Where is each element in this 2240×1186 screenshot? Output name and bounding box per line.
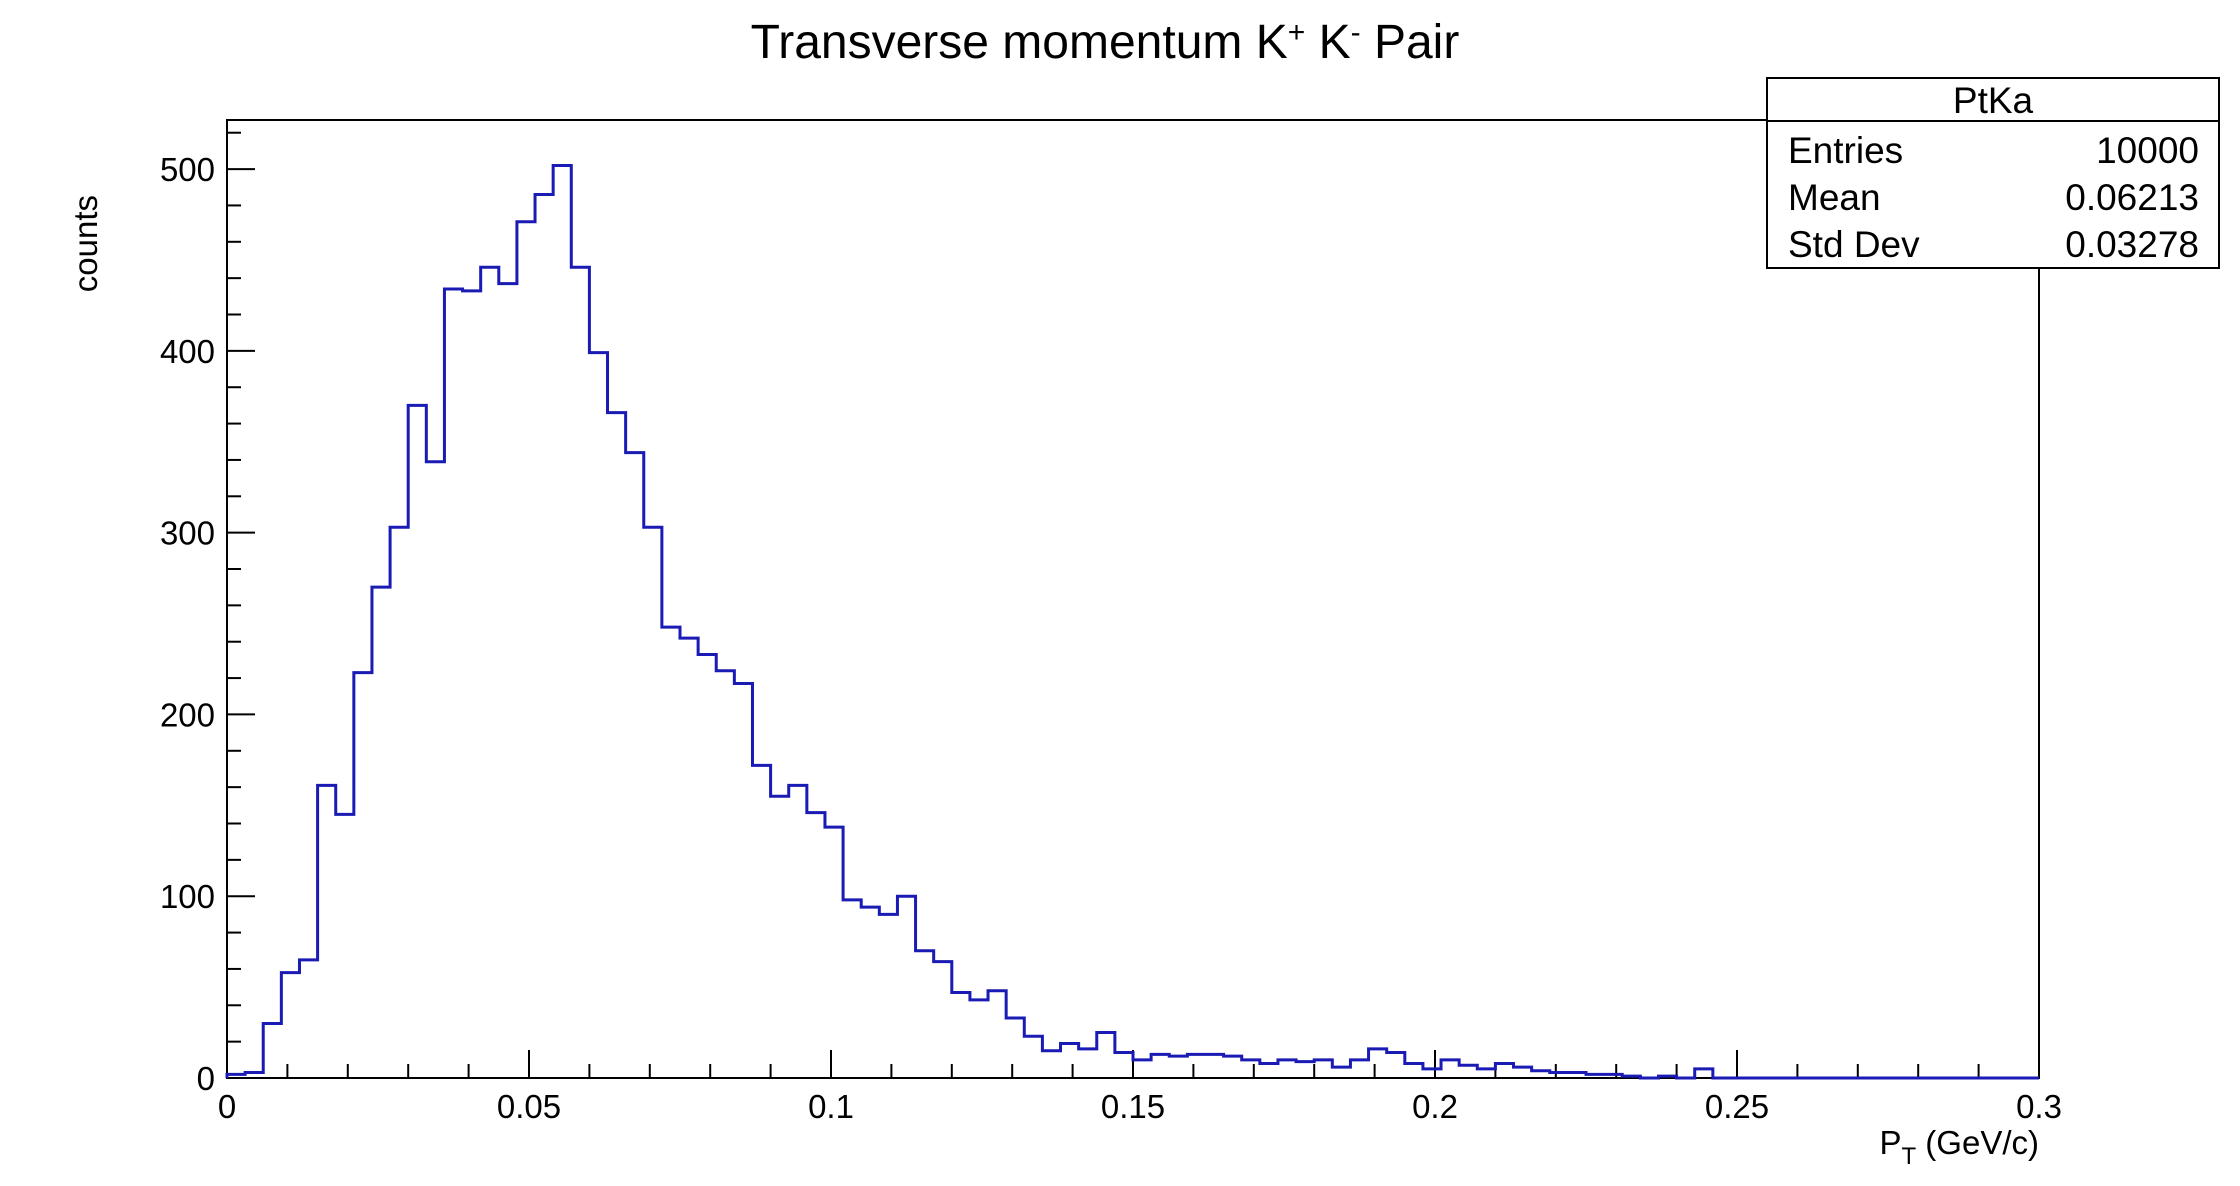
x-tick-label: 0.1	[808, 1088, 854, 1125]
stats-box-name: PtKa	[1953, 80, 2034, 121]
x-tick-label: 0.15	[1101, 1088, 1165, 1125]
y-tick-label: 500	[160, 151, 215, 188]
y-tick-label: 0	[197, 1060, 215, 1097]
stats-mean-value: 0.06213	[2065, 177, 2199, 218]
chart-title: Transverse momentum K+ K- Pair	[751, 16, 1460, 69]
y-tick-label: 300	[160, 515, 215, 552]
y-tick-labels: 0 100 200 300 400 500	[160, 151, 215, 1097]
x-axis-label-sub: T	[1901, 1143, 1916, 1170]
chart-title-sup1: +	[1288, 16, 1306, 49]
x-tick-label: 0.2	[1412, 1088, 1458, 1125]
x-tick-label: 0	[218, 1088, 236, 1125]
x-tick-labels: 0 0.05 0.1 0.15 0.2 0.25 0.3	[218, 1088, 2062, 1125]
chart-title-sup2: -	[1351, 16, 1361, 49]
stats-mean-label: Mean	[1788, 177, 1881, 218]
y-tick-label: 100	[160, 878, 215, 915]
chart-title-main: Transverse momentum K	[751, 16, 1288, 69]
x-axis-label: PT (GeV/c)	[1879, 1124, 2039, 1170]
y-tick-label: 200	[160, 696, 215, 733]
stats-stddev-value: 0.03278	[2065, 224, 2199, 265]
stats-box: PtKa Entries 10000 Mean 0.06213 Std Dev …	[1766, 77, 2220, 269]
x-axis-label-end: (GeV/c)	[1916, 1124, 2039, 1161]
x-tick-label: 0.3	[2016, 1088, 2062, 1125]
stats-entries-value: 10000	[2096, 130, 2199, 171]
histogram-series-line	[225, 163, 2039, 1080]
stats-box-frame	[1766, 77, 2220, 269]
y-tick-label: 400	[160, 333, 215, 370]
stats-entries-label: Entries	[1788, 130, 1903, 171]
y-axis-label: counts	[67, 195, 104, 292]
stats-stddev-label: Std Dev	[1788, 224, 1920, 265]
chart-title-mid: K	[1305, 16, 1350, 69]
x-axis-label-main: P	[1879, 1124, 1901, 1161]
x-tick-label: 0.05	[497, 1088, 561, 1125]
chart-title-end: Pair	[1361, 16, 1460, 69]
x-tick-label: 0.25	[1705, 1088, 1769, 1125]
